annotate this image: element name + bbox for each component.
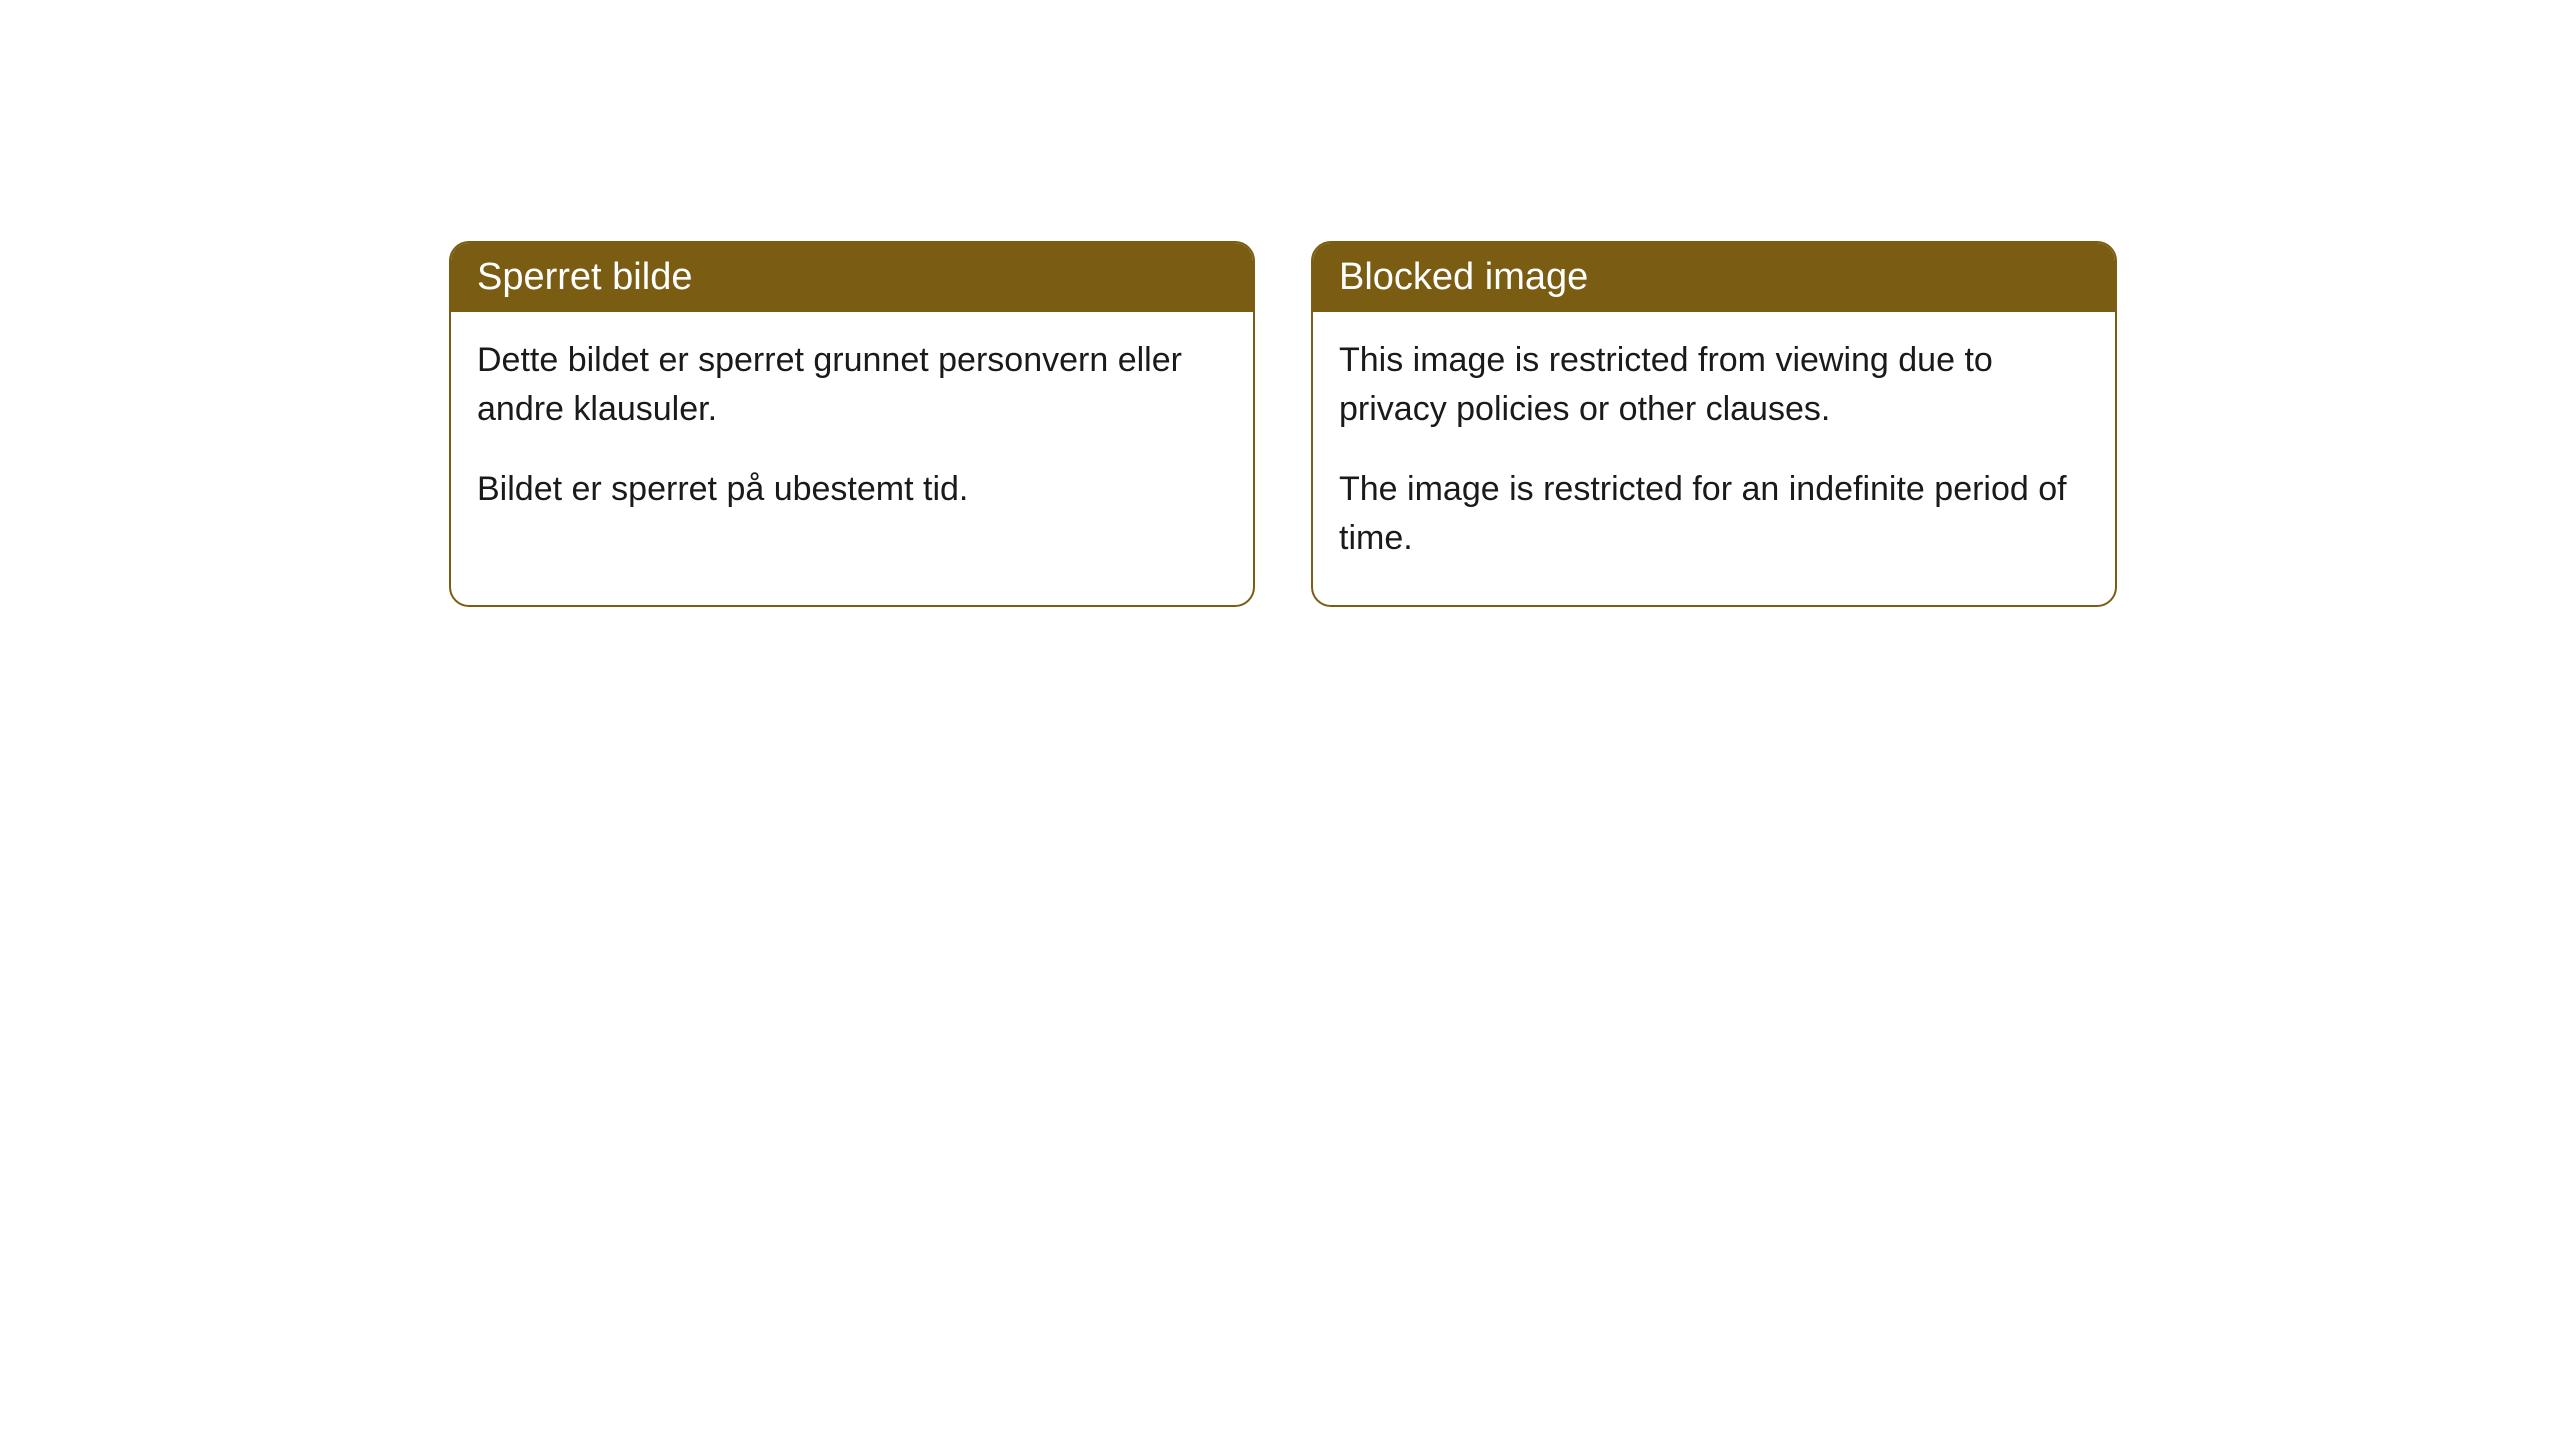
- card-title: Sperret bilde: [477, 256, 692, 298]
- card-paragraph: Bildet er sperret på ubestemt tid.: [477, 465, 1227, 514]
- card-title: Blocked image: [1339, 256, 1588, 298]
- card-header: Blocked image: [1313, 243, 2115, 312]
- card-header: Sperret bilde: [451, 243, 1253, 312]
- card-paragraph: This image is restricted from viewing du…: [1339, 336, 2089, 435]
- blocked-image-card-norwegian: Sperret bilde Dette bildet er sperret gr…: [449, 241, 1255, 607]
- card-body: Dette bildet er sperret grunnet personve…: [451, 312, 1253, 556]
- card-paragraph: The image is restricted for an indefinit…: [1339, 465, 2089, 564]
- card-paragraph: Dette bildet er sperret grunnet personve…: [477, 336, 1227, 435]
- card-body: This image is restricted from viewing du…: [1313, 312, 2115, 605]
- notice-cards-container: Sperret bilde Dette bildet er sperret gr…: [449, 241, 2117, 607]
- blocked-image-card-english: Blocked image This image is restricted f…: [1311, 241, 2117, 607]
